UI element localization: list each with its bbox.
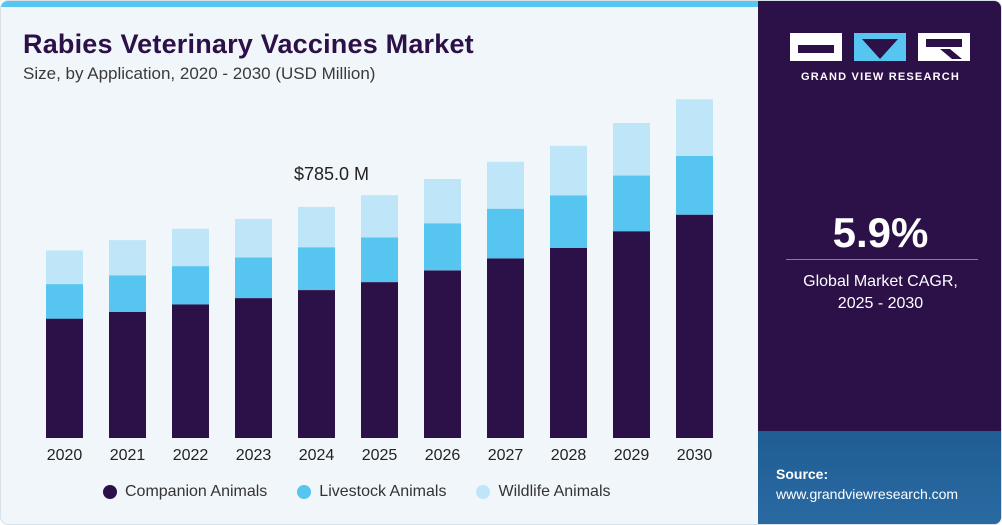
bar-2028-wildlife-animals: [550, 145, 587, 196]
cagr-label-line1: Global Market CAGR,: [803, 273, 958, 290]
bar-2026-companion-animals: [424, 270, 461, 438]
bar-2020-livestock-animals: [46, 284, 83, 319]
bar-2021-wildlife-animals: [109, 240, 146, 276]
bar-2023-livestock-animals: [235, 257, 272, 299]
value-annotation: $785.0 M: [294, 164, 369, 184]
legend-item-wildlife: Wildlife Animals: [476, 483, 611, 501]
cagr-divider: [786, 259, 978, 260]
legend-item-livestock: Livestock Animals: [297, 483, 446, 501]
logo-wordmark: GRAND VIEW RESEARCH: [800, 71, 961, 83]
top-accent-bar: [1, 1, 758, 7]
side-panel: GRAND VIEW RESEARCH 5.9% Global Market C…: [758, 1, 1001, 524]
bar-2027-companion-animals: [487, 258, 524, 438]
logo-cut-r-leg: [940, 49, 962, 59]
bar-2026-livestock-animals: [424, 223, 461, 271]
bar-2022-livestock-animals: [172, 266, 209, 305]
bar-2028-livestock-animals: [550, 195, 587, 248]
legend-label-companion: Companion Animals: [125, 483, 268, 500]
x-tick-label: 2026: [425, 447, 461, 464]
bar-2021-livestock-animals: [109, 275, 146, 312]
bar-2025-livestock-animals: [361, 237, 398, 283]
source-link[interactable]: www.grandviewresearch.com: [776, 486, 959, 502]
legend-label-wildlife: Wildlife Animals: [498, 483, 611, 500]
source-label: Source:: [776, 466, 829, 482]
bar-2030-companion-animals: [676, 214, 713, 438]
x-tick-label: 2023: [236, 447, 272, 464]
chart-legend: Companion Animals Livestock Animals Wild…: [103, 483, 611, 501]
bar-2025-companion-animals: [361, 282, 398, 438]
logo-cut-v: [862, 39, 898, 59]
chart-subtitle: Size, by Application, 2020 - 2030 (USD M…: [23, 64, 376, 83]
legend-item-companion: Companion Animals: [103, 483, 267, 501]
bar-2030-wildlife-animals: [676, 99, 713, 156]
bar-2029-wildlife-animals: [613, 123, 650, 176]
bar-2029-companion-animals: [613, 231, 650, 438]
bar-2022-companion-animals: [172, 304, 209, 438]
x-tick-label: 2025: [362, 447, 398, 464]
x-tick-label: 2024: [299, 447, 335, 464]
bar-2027-livestock-animals: [487, 208, 524, 259]
bar-2024-companion-animals: [298, 290, 335, 438]
bar-2023-companion-animals: [235, 298, 272, 438]
legend-dot-livestock: [297, 485, 312, 499]
bar-2020-companion-animals: [46, 318, 83, 438]
x-tick-label: 2029: [614, 447, 650, 464]
x-tick-label: 2022: [173, 447, 209, 464]
bar-2021-companion-animals: [109, 311, 146, 438]
bar-2024-wildlife-animals: [298, 206, 335, 248]
bar-2027-wildlife-animals: [487, 161, 524, 209]
bar-2029-livestock-animals: [613, 175, 650, 232]
bar-2022-wildlife-animals: [172, 228, 209, 267]
x-tick-label: 2027: [488, 447, 524, 464]
x-tick-label: 2030: [677, 447, 713, 464]
chart-title: Rabies Veterinary Vaccines Market: [23, 29, 474, 59]
cagr-value: 5.9%: [832, 209, 929, 256]
stacked-bar-chart: 2020 2021 2022 2023 2024 2025 2026 2027 2028 2029…: [46, 99, 713, 464]
source-panel: [758, 431, 1001, 524]
x-tick-label: 2021: [110, 447, 146, 464]
bar-2028-companion-animals: [550, 247, 587, 438]
bar-2030-livestock-animals: [676, 155, 713, 215]
grand-view-research-logo: [790, 33, 970, 61]
logo-cut-r: [926, 39, 962, 47]
legend-dot-companion: [103, 485, 117, 499]
cagr-label: Global Market CAGR, 2025 - 2030: [758, 271, 1001, 315]
x-tick-label: 2028: [551, 447, 587, 464]
bar-2023-wildlife-animals: [235, 218, 272, 258]
cagr-label-line2: 2025 - 2030: [837, 295, 924, 312]
logo-cut-g: [798, 45, 834, 53]
bar-2020-wildlife-animals: [46, 250, 83, 285]
legend-dot-wildlife: [476, 485, 491, 499]
bar-2024-livestock-animals: [298, 247, 335, 290]
bar-2026-wildlife-animals: [424, 179, 461, 224]
x-tick-label: 2020: [47, 447, 83, 464]
bar-2025-wildlife-animals: [361, 195, 398, 238]
legend-label-livestock: Livestock Animals: [319, 483, 447, 500]
